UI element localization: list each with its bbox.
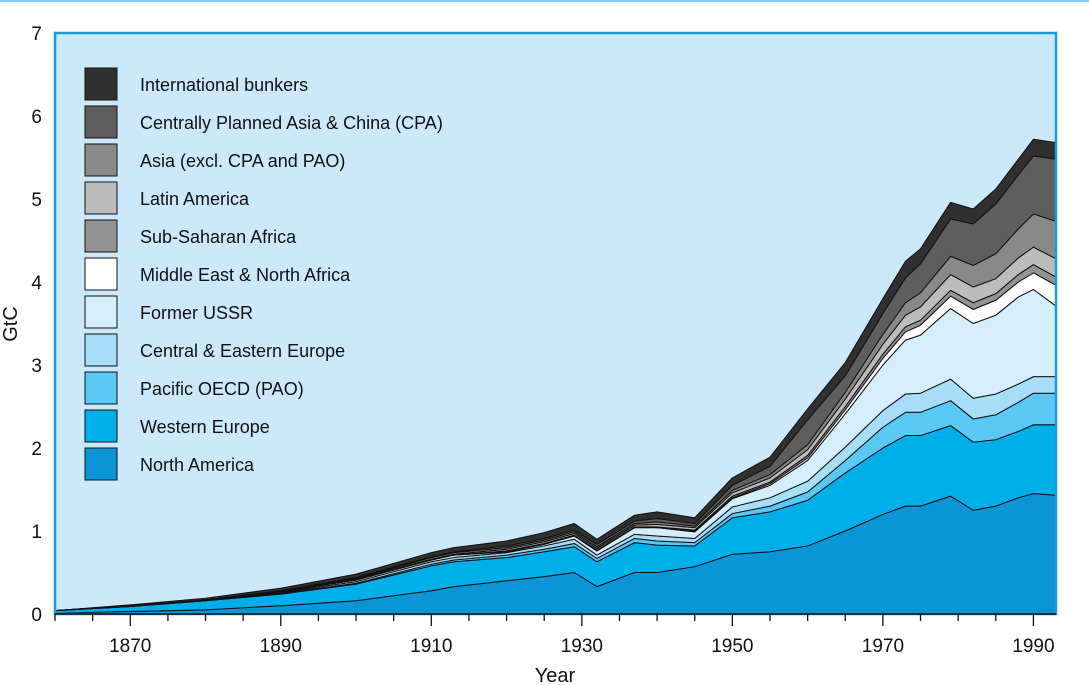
y-tick-label: 7 — [31, 24, 42, 45]
legend-swatch-north-america — [84, 447, 118, 481]
x-tick-label: 1890 — [260, 636, 302, 657]
legend-label-international-bunkers: International bunkers — [140, 75, 308, 95]
x-tick-label: 1990 — [1012, 636, 1054, 657]
legend-label-western-europe: Western Europe — [140, 417, 270, 437]
x-tick-label: 1910 — [410, 636, 452, 657]
legend-label-central-eastern-europe: Central & Eastern Europe — [140, 341, 345, 361]
y-tick-label: 3 — [31, 356, 42, 377]
y-tick-label: 4 — [31, 273, 42, 294]
x-tick-label: 1930 — [561, 636, 603, 657]
y-tick-label: 5 — [31, 190, 42, 211]
y-tick-label: 1 — [31, 522, 42, 543]
x-axis-title: Year — [535, 665, 576, 685]
x-tick-label: 1950 — [711, 636, 753, 657]
y-tick-label: 2 — [31, 439, 42, 460]
legend-swatch-latin-america — [84, 181, 118, 215]
x-axis: 1870 1890 1910 1930 1950 1970 1990 — [54, 613, 1056, 657]
legend-label-latin-america: Latin America — [140, 189, 250, 209]
legend-swatch-pacific-oecd-pao — [84, 371, 118, 405]
legend-swatch-western-europe — [84, 409, 118, 443]
y-tick-label: 0 — [31, 605, 42, 626]
legend-label-north-america: North America — [140, 455, 255, 475]
legend-swatch-international-bunkers — [84, 67, 118, 101]
legend-label-pacific-oecd-pao: Pacific OECD (PAO) — [140, 379, 304, 399]
legend: International bunkers Centrally Planned A… — [84, 67, 443, 481]
x-tick-label: 1870 — [109, 636, 151, 657]
legend-label-former-ussr: Former USSR — [140, 303, 253, 323]
legend-label-middle-east-north-africa: Middle East & North Africa — [140, 265, 351, 285]
y-tick-label: 6 — [31, 107, 42, 128]
legend-swatch-middle-east-north-africa — [84, 257, 118, 291]
x-tick-label: 1970 — [862, 636, 904, 657]
legend-swatch-centrally-planned-asia-china-cpa — [84, 105, 118, 139]
legend-swatch-asia-excl-cpa-and-pao — [84, 143, 118, 177]
legend-swatch-central-eastern-europe — [84, 333, 118, 367]
y-axis-title: GtC — [0, 306, 22, 342]
legend-label-centrally-planned-asia-china-cpa: Centrally Planned Asia & China (CPA) — [140, 113, 443, 133]
y-axis: 0 1 2 3 4 5 6 7 — [31, 24, 42, 626]
legend-swatch-sub-saharan-africa — [84, 219, 118, 253]
legend-swatch-former-ussr — [84, 295, 118, 329]
legend-label-sub-saharan-africa: Sub-Saharan Africa — [140, 227, 297, 247]
legend-label-asia-excl-cpa-and-pao: Asia (excl. CPA and PAO) — [140, 151, 345, 171]
